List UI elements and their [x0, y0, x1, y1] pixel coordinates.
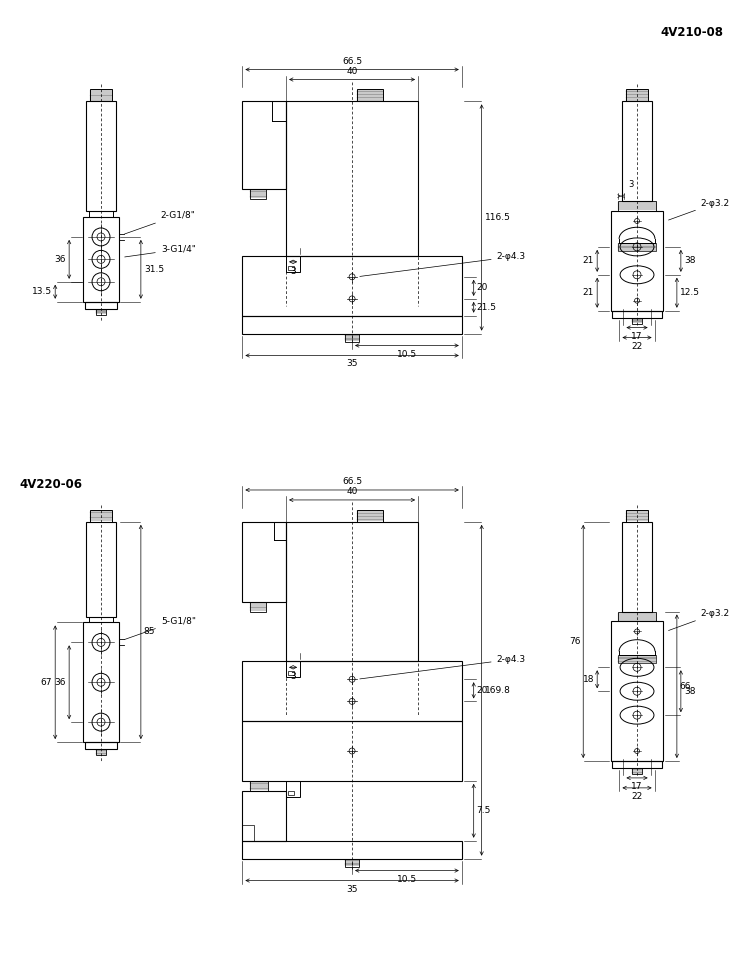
Bar: [242, 256, 462, 316]
Text: 21: 21: [583, 289, 594, 297]
Text: 21.5: 21.5: [477, 302, 496, 312]
Text: 31.5: 31.5: [144, 264, 164, 274]
Bar: [96, 749, 106, 755]
Bar: [632, 318, 642, 324]
Bar: [286, 781, 300, 797]
Bar: [251, 602, 266, 611]
Bar: [88, 616, 113, 622]
Bar: [83, 217, 119, 301]
Text: 5-G1/8": 5-G1/8": [124, 616, 196, 640]
Bar: [88, 211, 113, 217]
Text: 85: 85: [144, 628, 155, 637]
Text: 116.5: 116.5: [484, 213, 511, 222]
Text: 10.5: 10.5: [397, 350, 417, 359]
Text: 38: 38: [684, 257, 695, 265]
Bar: [612, 761, 662, 768]
Bar: [251, 781, 268, 791]
Bar: [242, 661, 462, 721]
Text: 66.5: 66.5: [342, 477, 362, 486]
Text: 22: 22: [632, 341, 643, 351]
Text: 7.5: 7.5: [477, 807, 491, 816]
Text: 4V210-08: 4V210-08: [661, 25, 724, 39]
Text: 3-G1/4": 3-G1/4": [124, 245, 196, 257]
Bar: [618, 243, 656, 251]
Bar: [626, 89, 648, 101]
Text: 38: 38: [684, 687, 695, 696]
Text: 22: 22: [632, 792, 643, 801]
Text: 21: 21: [583, 257, 594, 265]
Bar: [626, 510, 648, 522]
Text: 2-G1/8": 2-G1/8": [124, 211, 196, 234]
Bar: [242, 721, 462, 781]
Text: 40: 40: [346, 66, 358, 76]
Text: 2-φ4.3: 2-φ4.3: [360, 253, 526, 276]
Text: 17: 17: [632, 331, 643, 340]
Bar: [286, 256, 300, 272]
Bar: [288, 265, 294, 270]
Text: 2-φ3.2: 2-φ3.2: [668, 198, 730, 220]
Bar: [286, 101, 418, 256]
Bar: [286, 661, 300, 677]
Bar: [357, 89, 383, 101]
Text: 66.5: 66.5: [342, 56, 362, 65]
Bar: [345, 858, 359, 867]
Bar: [96, 309, 106, 315]
Bar: [242, 101, 286, 190]
Bar: [288, 791, 294, 795]
Text: 169.8: 169.8: [484, 685, 511, 695]
Bar: [622, 522, 652, 611]
Text: 36: 36: [55, 255, 66, 263]
Text: 12.5: 12.5: [680, 289, 700, 297]
Bar: [618, 655, 656, 663]
Bar: [345, 333, 359, 341]
Bar: [242, 316, 462, 333]
Text: 67: 67: [40, 677, 53, 687]
Bar: [622, 101, 652, 201]
Bar: [85, 301, 117, 309]
Text: 35: 35: [346, 885, 358, 893]
Bar: [611, 621, 663, 761]
Bar: [357, 510, 383, 522]
Text: 40: 40: [346, 487, 358, 496]
Bar: [83, 622, 119, 742]
Bar: [86, 101, 116, 211]
Bar: [242, 791, 286, 841]
Bar: [618, 611, 656, 621]
Text: 13.5: 13.5: [32, 287, 53, 296]
Text: 4V220-06: 4V220-06: [20, 478, 82, 491]
Bar: [90, 89, 112, 101]
Bar: [632, 768, 642, 774]
Text: 17: 17: [632, 781, 643, 791]
Text: 20: 20: [477, 686, 488, 695]
Bar: [242, 824, 254, 841]
Bar: [251, 190, 266, 199]
Text: 10.5: 10.5: [397, 875, 417, 884]
Bar: [242, 841, 462, 858]
Text: 3: 3: [290, 267, 296, 276]
Bar: [86, 522, 116, 616]
Bar: [288, 672, 294, 676]
Bar: [618, 201, 656, 211]
Bar: [611, 211, 663, 311]
Text: 3: 3: [628, 180, 634, 190]
Text: 36: 36: [55, 677, 66, 687]
Bar: [242, 522, 286, 602]
Text: 18: 18: [583, 675, 594, 683]
Text: 3: 3: [290, 673, 296, 681]
Text: 66: 66: [680, 681, 692, 691]
Bar: [90, 510, 112, 522]
Bar: [85, 742, 117, 749]
Text: 2-φ3.2: 2-φ3.2: [668, 609, 730, 631]
Text: 20: 20: [477, 283, 488, 293]
Bar: [612, 311, 662, 318]
Text: 35: 35: [346, 360, 358, 368]
Bar: [286, 522, 418, 661]
Text: 76: 76: [568, 637, 580, 646]
Text: 2-φ4.3: 2-φ4.3: [360, 655, 526, 678]
